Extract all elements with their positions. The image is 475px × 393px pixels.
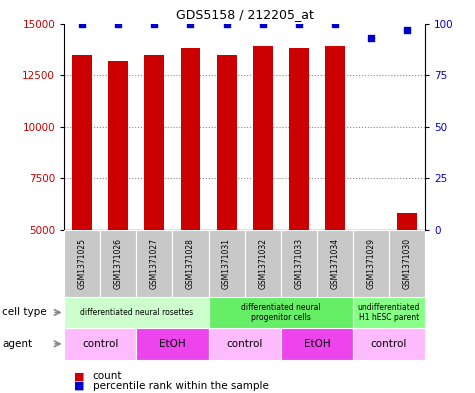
Text: GSM1371031: GSM1371031 — [222, 238, 231, 289]
Point — [295, 20, 303, 27]
Point — [331, 20, 339, 27]
Text: undifferentiated
H1 hESC parent: undifferentiated H1 hESC parent — [358, 303, 420, 322]
Text: differentiated neural rosettes: differentiated neural rosettes — [80, 308, 193, 317]
Bar — [325, 46, 345, 230]
Bar — [353, 230, 389, 297]
Bar — [108, 61, 128, 230]
Bar — [172, 230, 209, 297]
Bar — [353, 328, 425, 360]
Bar — [209, 230, 245, 297]
Text: GSM1371029: GSM1371029 — [367, 238, 375, 289]
Text: GSM1371027: GSM1371027 — [150, 238, 159, 289]
Text: GSM1371030: GSM1371030 — [403, 238, 411, 289]
Bar — [281, 328, 353, 360]
Bar — [64, 230, 100, 297]
Bar — [361, 230, 381, 314]
Text: count: count — [93, 371, 122, 382]
Text: control: control — [227, 339, 263, 349]
Text: cell type: cell type — [2, 307, 47, 318]
Bar — [289, 48, 309, 230]
Bar — [245, 230, 281, 297]
Point — [403, 27, 411, 33]
Bar — [64, 328, 136, 360]
Text: agent: agent — [2, 339, 32, 349]
Bar — [209, 297, 353, 328]
Text: EtOH: EtOH — [159, 339, 186, 349]
Title: GDS5158 / 212205_at: GDS5158 / 212205_at — [176, 8, 314, 21]
Bar — [253, 46, 273, 230]
Bar — [281, 230, 317, 297]
Text: GSM1371034: GSM1371034 — [331, 238, 339, 289]
Bar — [217, 55, 237, 230]
Point — [187, 20, 194, 27]
Bar — [180, 48, 200, 230]
Text: GSM1371033: GSM1371033 — [294, 238, 303, 289]
Bar — [136, 328, 209, 360]
Bar — [100, 230, 136, 297]
Text: control: control — [371, 339, 407, 349]
Bar — [397, 213, 417, 230]
Text: ■: ■ — [74, 371, 84, 382]
Text: GSM1371032: GSM1371032 — [258, 238, 267, 289]
Bar — [353, 297, 425, 328]
Text: GSM1371026: GSM1371026 — [114, 238, 123, 289]
Bar — [389, 230, 425, 297]
Text: differentiated neural
progenitor cells: differentiated neural progenitor cells — [241, 303, 321, 322]
Bar — [136, 230, 172, 297]
Text: percentile rank within the sample: percentile rank within the sample — [93, 381, 268, 391]
Point — [223, 20, 230, 27]
Text: ■: ■ — [74, 381, 84, 391]
Text: EtOH: EtOH — [304, 339, 330, 349]
Bar — [72, 55, 92, 230]
Point — [114, 20, 122, 27]
Text: GSM1371025: GSM1371025 — [78, 238, 86, 289]
Text: control: control — [82, 339, 118, 349]
Bar — [64, 297, 209, 328]
Text: GSM1371028: GSM1371028 — [186, 238, 195, 289]
Bar — [144, 55, 164, 230]
Bar — [317, 230, 353, 297]
Point — [78, 20, 86, 27]
Point — [259, 20, 266, 27]
Bar — [209, 328, 281, 360]
Point — [367, 35, 375, 41]
Point — [151, 20, 158, 27]
